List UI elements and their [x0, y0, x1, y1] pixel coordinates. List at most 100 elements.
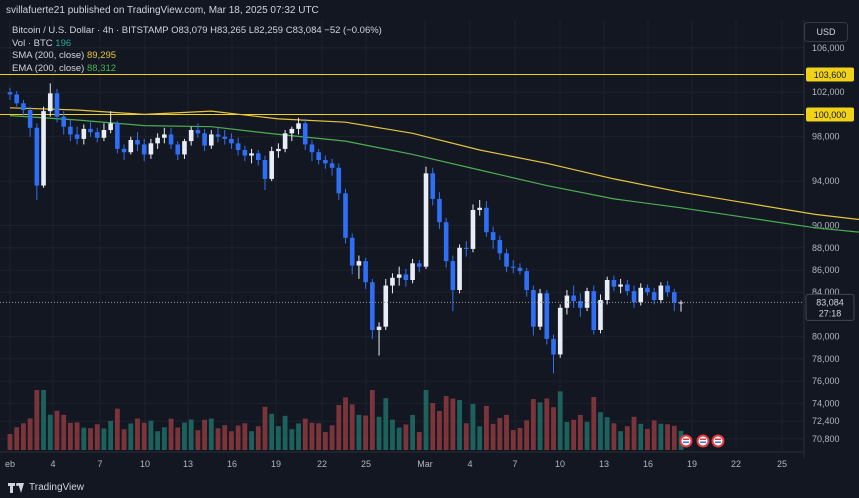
volume-bar [557, 391, 563, 450]
y-tick-label: 80,000 [812, 332, 840, 342]
volume-bar [463, 423, 469, 450]
candle-body [262, 160, 268, 179]
x-tick-label: eb [5, 459, 15, 469]
volume-bar [195, 430, 201, 450]
volume-bar [450, 398, 456, 450]
volume-label[interactable]: Vol · BTC [12, 37, 53, 49]
volume-bar [67, 422, 73, 450]
x-tick-label: 19 [687, 459, 697, 469]
x-tick-label: 4 [50, 459, 55, 469]
volume-bar [296, 423, 301, 450]
candle-body [417, 263, 422, 267]
volume-bar [510, 430, 516, 450]
candle-body [537, 293, 543, 327]
volume-bar [671, 425, 677, 450]
candle-body [376, 326, 382, 330]
candle-body [390, 277, 395, 286]
volume-bar [148, 420, 154, 450]
price-chart[interactable]: 106,000 102,000 98,000 94,000 90,000 88,000 86… [0, 20, 859, 478]
volume-bar [410, 415, 415, 450]
candle-body [497, 240, 503, 254]
y-tick-label: 94,000 [812, 176, 840, 186]
volume-bar [577, 414, 583, 450]
candle-body [222, 136, 228, 139]
x-tick-label: 22 [317, 459, 327, 469]
volume-bar [21, 423, 26, 450]
volume-bar [242, 423, 248, 450]
candle-body [618, 284, 623, 287]
x-tick-label: 7 [512, 459, 517, 469]
candle-body [88, 128, 93, 133]
volume-bar [128, 423, 134, 450]
last-price-tag [805, 293, 855, 321]
candle-body [598, 300, 603, 330]
candle-body [343, 193, 348, 238]
volume-bar [591, 397, 597, 450]
volume-bar [202, 419, 207, 450]
volume-bar [484, 405, 489, 450]
volume-bar [416, 432, 422, 450]
candle-body [135, 140, 140, 145]
candle-body [14, 94, 20, 104]
currency-button[interactable]: USD [804, 22, 848, 42]
volume-bar [135, 418, 140, 450]
candle-body [651, 292, 657, 300]
candle-body [215, 134, 221, 137]
ema-line [9, 115, 859, 233]
volume-bar [530, 399, 536, 450]
candle-body [658, 285, 664, 300]
candle-body [74, 134, 80, 139]
candle-body [557, 307, 563, 355]
candle-body [591, 291, 597, 330]
volume-bar [517, 427, 523, 450]
candle-body [235, 143, 241, 150]
volume-bar [651, 420, 657, 450]
volume-bar [430, 403, 436, 450]
volume-bar [222, 425, 228, 450]
volume-bar [121, 429, 127, 450]
volume-bar [316, 423, 322, 450]
candle-body [665, 285, 670, 293]
event-marker-stripe [683, 441, 689, 443]
volume-bar [7, 434, 13, 450]
volume-bar [61, 414, 67, 450]
y-tick-label: 106,000 [812, 43, 845, 53]
volume-bar [229, 431, 234, 450]
volume-bar [497, 418, 503, 450]
ema-label[interactable]: EMA (200, close) [12, 62, 85, 74]
sma-label[interactable]: SMA (200, close) [12, 50, 85, 61]
volume-bar [537, 402, 543, 450]
volume-bar [524, 420, 530, 450]
level-price-tag [806, 107, 854, 122]
volume-bar [437, 411, 442, 450]
volume-bar [376, 416, 382, 450]
candle-body [94, 132, 100, 138]
candle-body [175, 144, 181, 155]
x-tick-label: 10 [140, 459, 150, 469]
ema-value: 88,312 [86, 62, 117, 74]
volume-bar [34, 390, 40, 450]
publisher-bar: svillafuerte21 published on TradingView.… [0, 0, 859, 20]
level-price-tag [806, 67, 854, 82]
candle-body [81, 128, 87, 139]
candle-body [403, 274, 409, 280]
tradingview-brand[interactable]: TradingView [8, 481, 84, 493]
volume-bar [81, 427, 87, 450]
y-tick-label: 74,000 [812, 398, 840, 408]
candle-body [255, 153, 261, 160]
chart-canvas[interactable]: 106,000 102,000 98,000 94,000 90,000 88,000 86… [0, 20, 859, 478]
symbol-title[interactable]: Bitcoin / U.S. Dollar · 4h · BITSTAMP [12, 25, 169, 36]
candle-body [571, 295, 576, 302]
y-tick-label: 86,000 [812, 265, 840, 275]
volume-bar [369, 390, 375, 450]
x-tick-label: Mar [417, 459, 433, 469]
event-marker-stripe [700, 441, 706, 443]
event-marker-stripe [715, 441, 721, 443]
candle-body [27, 110, 33, 128]
candle-body [517, 267, 523, 272]
volume-bar [208, 418, 214, 450]
candle-body [195, 130, 201, 134]
volume-bar [349, 404, 355, 450]
volume-bar [645, 428, 650, 450]
candle-body [188, 130, 194, 142]
